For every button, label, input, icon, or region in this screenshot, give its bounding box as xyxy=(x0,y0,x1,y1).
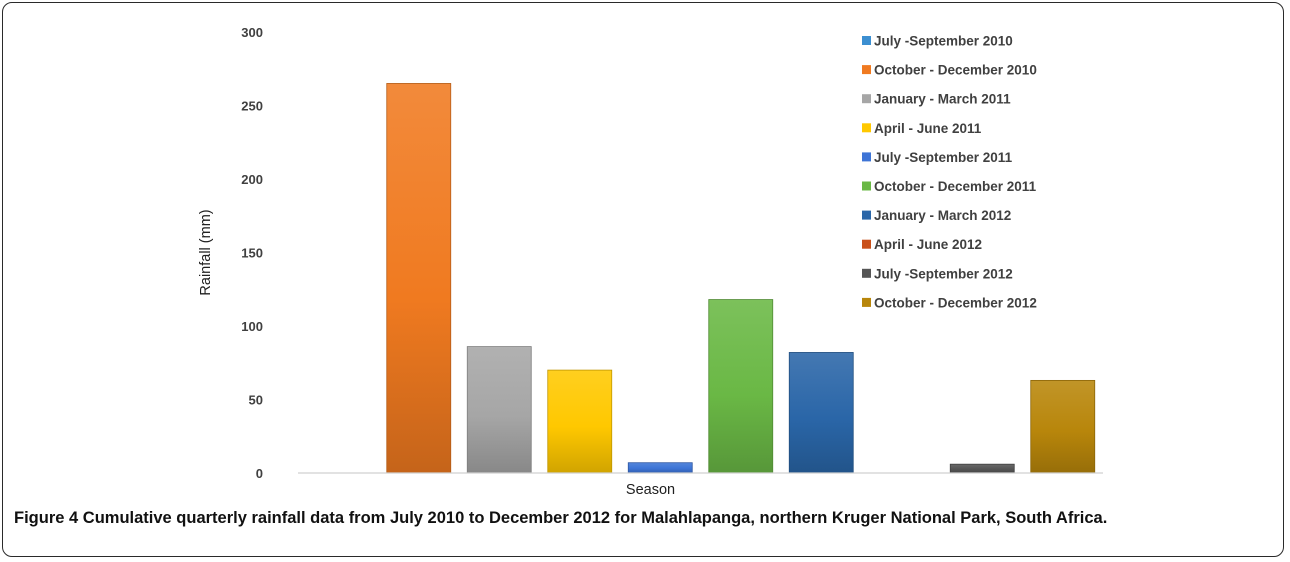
legend-swatch xyxy=(862,181,871,191)
bar-5 xyxy=(708,299,774,474)
legend-swatch xyxy=(862,297,871,307)
y-tick-label: 100 xyxy=(241,319,263,334)
y-tick-label: 150 xyxy=(241,246,263,261)
bar-8 xyxy=(949,463,1015,474)
legend-label: July -September 2012 xyxy=(874,266,1013,281)
legend-label: April - June 2012 xyxy=(874,237,982,252)
bar-6 xyxy=(788,352,854,474)
legend-swatch xyxy=(862,123,871,133)
legend-label: July -September 2011 xyxy=(874,150,1013,165)
legend-label: April - June 2011 xyxy=(874,121,982,136)
y-tick-label: 250 xyxy=(241,99,263,114)
bar-9 xyxy=(1030,379,1096,474)
legend: July -September 2010 October - December 2… xyxy=(862,34,1037,310)
bar-3 xyxy=(547,369,613,474)
x-axis-title: Season xyxy=(626,482,675,498)
y-tick-labels: 0 50 100 150 200 250 300 xyxy=(241,25,263,481)
legend-label: October - December 2011 xyxy=(874,179,1037,194)
caption-label: Figure 4 xyxy=(14,509,79,527)
bar-1 xyxy=(386,83,452,474)
y-tick-label: 300 xyxy=(241,25,263,40)
bars-layer xyxy=(386,83,1096,474)
legend-label: January - March 2011 xyxy=(874,92,1011,107)
bar-2 xyxy=(466,346,532,474)
legend-swatch xyxy=(862,152,871,162)
figure-caption: Figure 4 Cumulative quarterly rainfall d… xyxy=(14,507,1269,530)
legend-swatch xyxy=(862,268,871,278)
legend-label: July -September 2010 xyxy=(874,34,1013,49)
legend-label: October - December 2010 xyxy=(874,63,1037,78)
legend-swatch xyxy=(862,94,871,104)
y-tick-label: 0 xyxy=(256,466,263,481)
legend-swatch xyxy=(862,65,871,75)
legend-label: January - March 2012 xyxy=(874,208,1011,223)
legend-swatch xyxy=(862,210,871,220)
caption-text: Cumulative quarterly rainfall data from … xyxy=(82,509,1108,527)
legend-label: October - December 2012 xyxy=(874,295,1037,310)
legend-swatch xyxy=(862,36,871,45)
y-axis-title: Rainfall (mm) xyxy=(198,209,214,295)
y-tick-label: 50 xyxy=(249,393,263,408)
y-tick-label: 200 xyxy=(241,172,263,187)
legend-swatch xyxy=(862,239,871,249)
bar-4 xyxy=(627,462,693,474)
